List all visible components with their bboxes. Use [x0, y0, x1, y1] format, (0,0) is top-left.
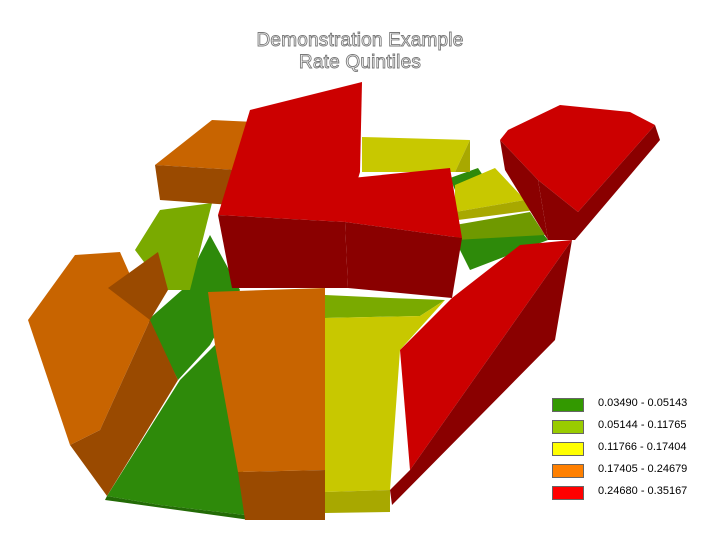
region-yellow-south-base	[325, 490, 390, 513]
region-red-ne-side2	[538, 125, 660, 240]
legend-swatch	[552, 420, 584, 434]
region-orange-north-side	[155, 165, 238, 205]
region-red-south-side	[390, 240, 572, 505]
region-orange-west	[28, 252, 150, 445]
legend-swatch	[552, 464, 584, 478]
region-red-tall-top	[218, 82, 362, 222]
region-green-center	[148, 235, 240, 380]
map-title-line-1: Demonstration Example	[256, 30, 464, 52]
region-yellow-mid-top-side	[455, 140, 470, 172]
region-green-south	[107, 345, 245, 515]
legend-swatch	[552, 486, 584, 500]
legend-label: 0.03490 - 0.05143	[598, 397, 688, 409]
legend-label: 0.17405 - 0.24679	[598, 463, 688, 475]
region-green-south-base	[105, 496, 250, 520]
legend-label: 0.24680 - 0.35167	[598, 485, 688, 497]
region-yellow-mid-top	[362, 137, 470, 172]
region-orange-west-wedge	[108, 252, 168, 320]
legend-swatch	[552, 442, 584, 456]
region-yellow-east-side	[455, 200, 535, 220]
region-orange-center-base	[238, 470, 325, 520]
region-green-east	[455, 230, 548, 270]
region-orange-center	[208, 288, 325, 472]
region-red-block-side	[345, 222, 462, 298]
legend-swatch	[552, 398, 584, 412]
region-lightgreen-east	[455, 212, 545, 240]
region-orange-north	[155, 120, 255, 170]
legend-label: 0.11766 - 0.17404	[598, 441, 687, 453]
region-red-tall-side	[218, 215, 348, 288]
region-lightgreen-mid	[325, 295, 445, 318]
region-orange-west-side	[70, 320, 178, 496]
region-yellow-east	[455, 168, 525, 212]
region-red-ne-top	[500, 105, 655, 212]
region-red-block-top	[345, 168, 462, 238]
region-yellow-south	[325, 300, 445, 492]
region-red-ne-side	[500, 140, 548, 240]
map-title-line-2: Rate Quintiles	[298, 52, 422, 74]
region-red-south-top	[400, 240, 572, 470]
legend-label: 0.05144 - 0.11765	[598, 419, 687, 431]
